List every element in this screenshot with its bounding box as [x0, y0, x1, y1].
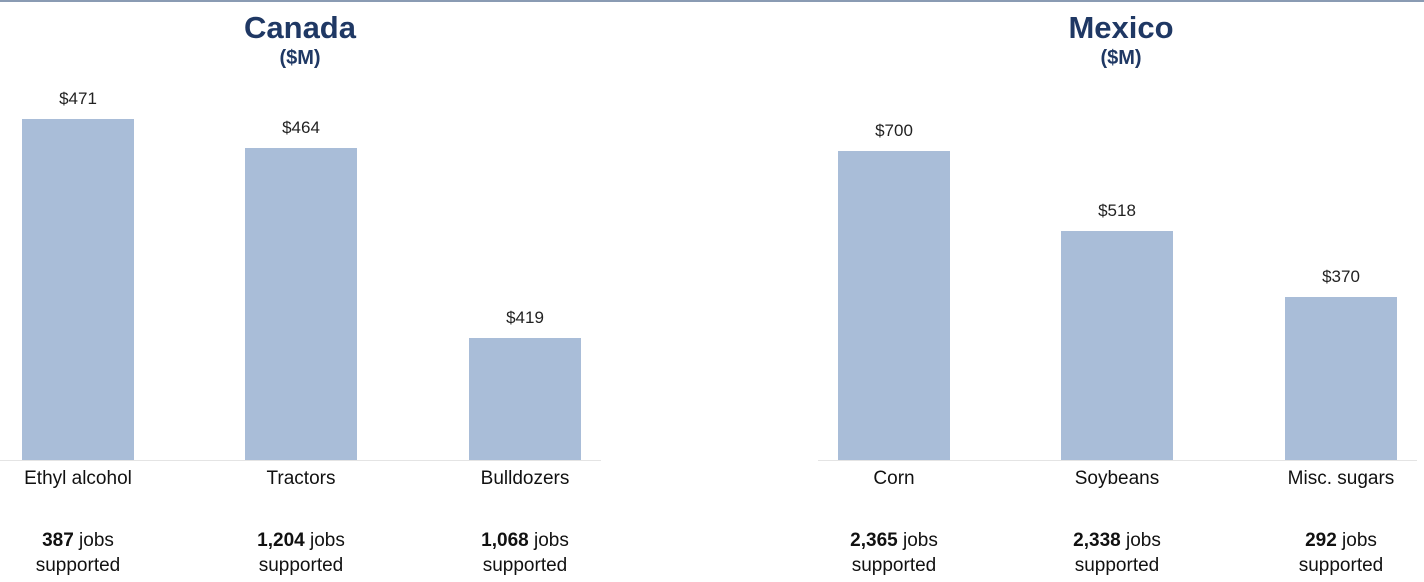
jobs-word: jobs	[897, 530, 938, 551]
supported-word: supported	[482, 555, 568, 576]
canada-chart: Canada ($M) $471 Ethyl alcohol 387 jobs sup…	[0, 0, 601, 582]
jobs-supported-label: 292 jobs supported	[1251, 528, 1424, 578]
category-label: Misc. sugars	[1287, 468, 1395, 489]
category-label: Soybeans	[1074, 468, 1160, 489]
bar-ethyl-alcohol	[22, 119, 134, 460]
data-label: $471	[59, 89, 97, 108]
chart-subtitle: ($M)	[1100, 47, 1142, 69]
category-label: Ethyl alcohol	[24, 468, 132, 489]
jobs-word: jobs	[1120, 530, 1161, 551]
jobs-word: jobs	[304, 530, 345, 551]
bar-tractors	[245, 148, 357, 460]
chart-title: Mexico	[1068, 10, 1174, 45]
jobs-count: 2,338	[1073, 530, 1121, 551]
jobs-count: 2,365	[850, 530, 898, 551]
jobs-count: 1,068	[481, 530, 529, 551]
supported-word: supported	[851, 555, 937, 576]
jobs-supported-label: 387 jobs supported	[0, 528, 168, 578]
bar-corn	[838, 151, 950, 460]
jobs-word: jobs	[1336, 530, 1377, 551]
category-label: Tractors	[266, 468, 336, 489]
jobs-supported-label: 1,068 jobs supported	[435, 528, 615, 578]
category-label: Corn	[873, 468, 915, 489]
chart-subtitle: ($M)	[279, 47, 321, 69]
jobs-word: jobs	[528, 530, 569, 551]
supported-word: supported	[35, 555, 121, 576]
bar-soybeans	[1061, 231, 1173, 460]
jobs-count: 292	[1305, 530, 1337, 551]
axis-baseline	[818, 460, 1417, 461]
data-label: $700	[875, 121, 913, 140]
top-rule	[0, 0, 1424, 2]
jobs-count: 387	[42, 530, 74, 551]
category-label: Bulldozers	[480, 468, 570, 489]
data-label: $464	[282, 118, 320, 138]
chart-title: Canada	[244, 10, 356, 45]
bar-misc-sugars	[1285, 296, 1397, 460]
jobs-supported-label: 2,365 jobs supported	[804, 528, 984, 578]
data-label: $370	[1322, 266, 1360, 286]
axis-baseline	[0, 460, 601, 461]
bar-bulldozers	[469, 338, 581, 460]
jobs-supported-label: 2,338 jobs supported	[1027, 528, 1207, 578]
mexico-chart: Mexico ($M) $700 Corn 2,365 jobs supported $…	[818, 0, 1424, 582]
jobs-word: jobs	[73, 530, 114, 551]
data-label: $419	[506, 308, 544, 327]
data-label: $518	[1098, 201, 1136, 221]
supported-word: supported	[258, 555, 344, 576]
jobs-supported-label: 1,204 jobs supported	[211, 528, 391, 578]
supported-word: supported	[1074, 555, 1160, 576]
jobs-count: 1,204	[257, 530, 305, 551]
supported-word: supported	[1298, 555, 1384, 576]
